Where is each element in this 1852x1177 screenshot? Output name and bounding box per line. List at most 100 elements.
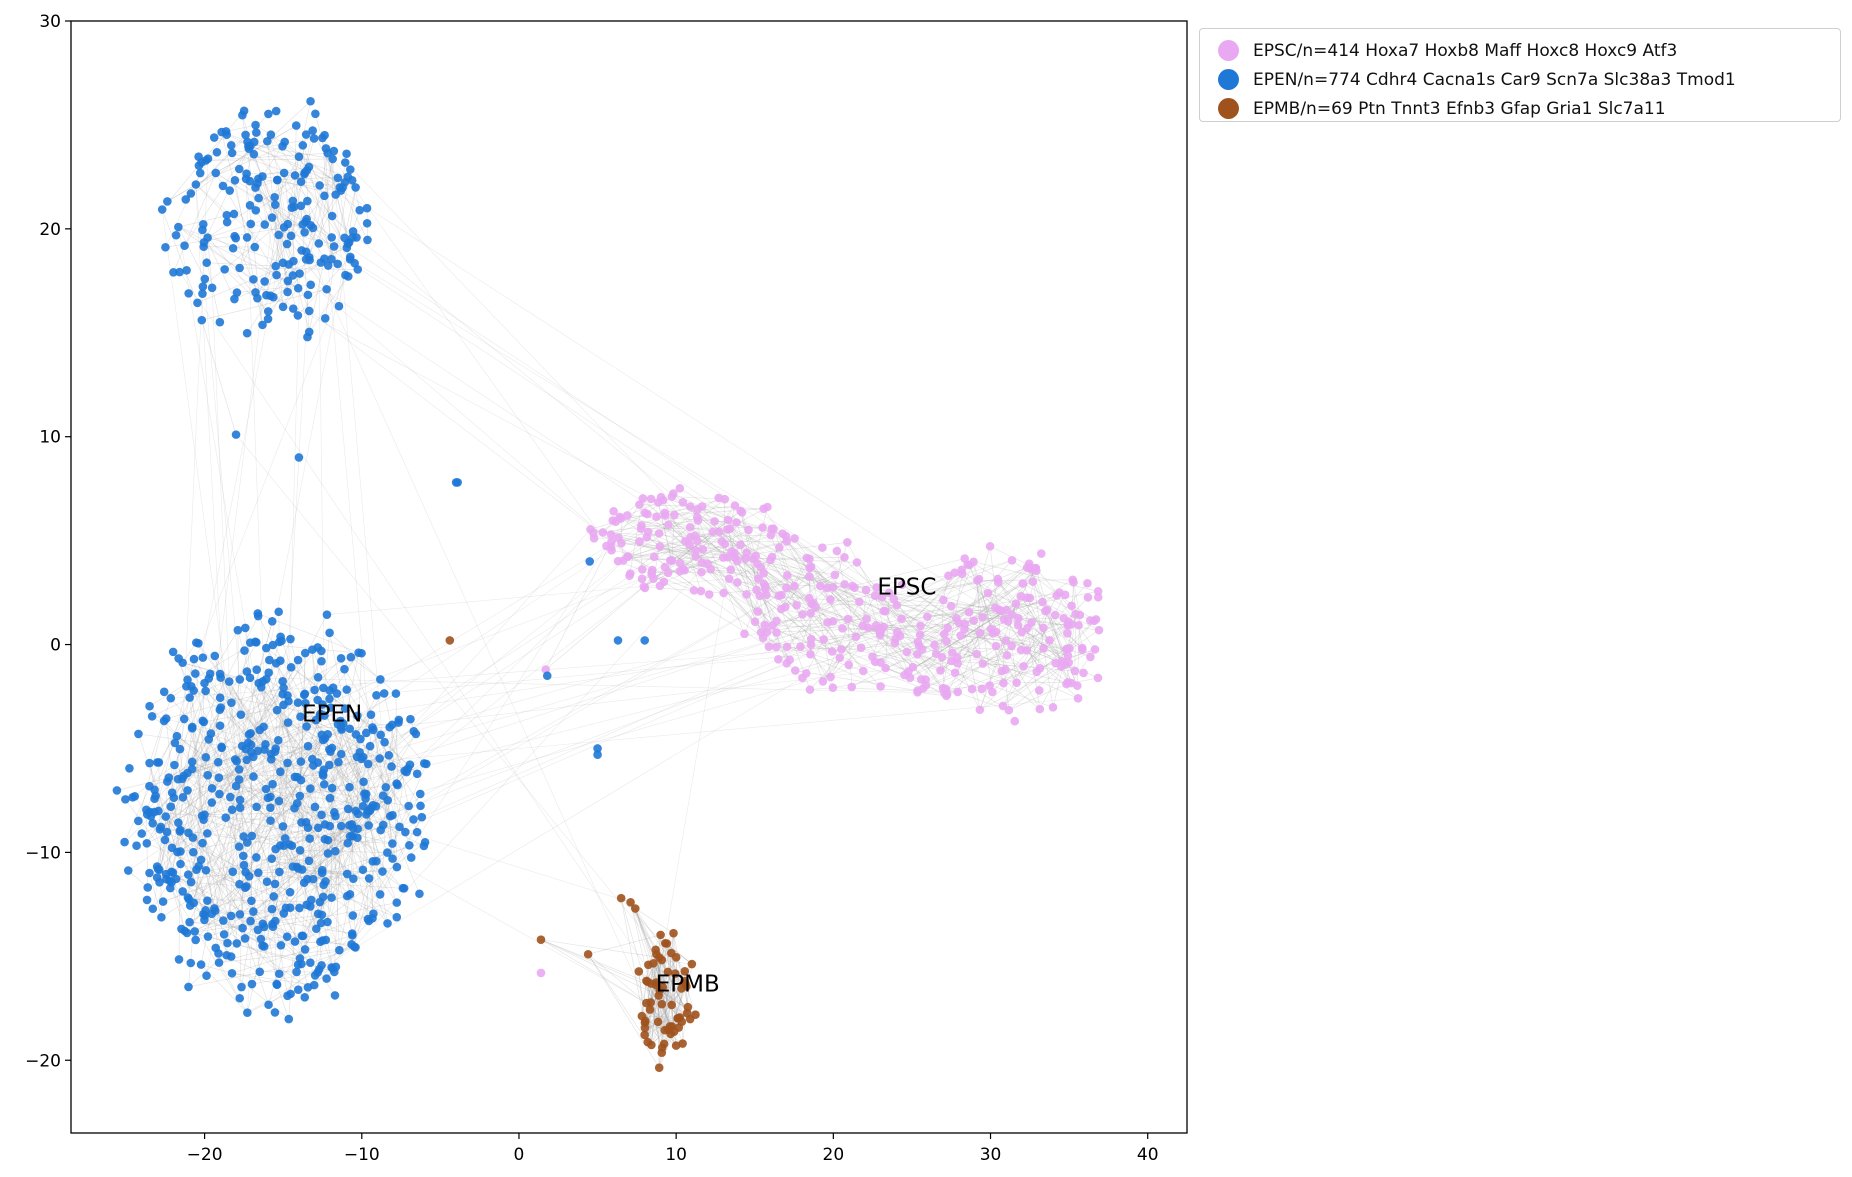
data-point-epen [323,148,333,158]
graph-edge [976,653,1079,699]
data-point-epen [336,821,346,831]
legend: EPSC/n=414 Hoxa7 Hoxb8 Maff Hoxc8 Hoxc9 … [1199,28,1841,122]
data-point-epen [280,137,289,147]
data-point-epen [260,277,269,286]
graph-edge [634,908,685,982]
data-point-epen [261,740,270,749]
graph-edge [195,184,629,557]
graph-edge [627,556,672,562]
data-point-epen [187,757,197,767]
graph-edge [951,660,1024,667]
data-point-epen [296,757,306,766]
graph-edge [176,736,193,762]
graph-edge [795,638,896,671]
data-point-epen [265,655,274,665]
data-point-epen [203,770,213,780]
data-point-epen [412,827,422,837]
data-point-epen [346,165,355,174]
data-point-epen [342,685,352,694]
graph-edge [794,585,842,650]
data-point-epsc [942,636,951,646]
data-point-epsc [960,554,969,563]
graph-edge [906,651,1017,684]
data-point-epen [297,931,307,941]
data-point-epsc [946,601,956,611]
graph-edge [908,609,1007,672]
graph-edge [294,913,374,942]
data-point-epsc [690,531,700,540]
graph-edge [661,957,677,1005]
graph-edge [680,562,764,574]
graph-edge [982,601,1043,618]
data-point-epsc [1027,618,1036,627]
data-point-epsc [740,629,749,639]
data-point-epmb [671,1041,681,1050]
data-point-epen [343,239,353,248]
data-point-epen [198,219,208,229]
graph-edge [811,625,921,640]
graph-edge [290,638,305,695]
graph-edge [308,810,369,862]
data-point-epen [235,803,245,812]
graph-edge [847,618,853,687]
data-point-epen [313,968,323,977]
graph-edge [1026,650,1079,699]
data-point-epen [391,689,401,698]
graph-edge [193,846,240,904]
graph-edge [866,618,947,642]
data-point-epen [187,724,197,733]
data-point-epen [288,196,298,206]
graph-edge [196,683,205,870]
legend-label-epen: EPEN/n=774 Cdhr4 Cacna1s Car9 Scn7a Slc3… [1253,69,1736,90]
data-point-epen [342,869,352,879]
graph-edge [836,550,943,658]
x-tick-label: 0 [514,1145,525,1165]
graph-edge [299,273,759,579]
data-point-epen [238,923,247,933]
graph-edge [208,678,272,760]
data-point-epen [335,945,344,955]
data-point-epen [166,883,175,893]
data-point-epsc [960,619,969,628]
data-point-epsc [818,543,827,552]
data-point-epen [342,149,351,159]
data-point-epen [198,282,208,291]
graph-edge [995,631,1041,710]
data-point-epsc [897,614,906,624]
graph-edge [309,838,381,895]
graph-edge [274,197,288,293]
graph-edge [919,572,956,636]
graph-edge [644,1017,678,1036]
graph-edge [875,625,977,655]
graph-edge [214,848,276,909]
data-point-epsc [1094,625,1104,635]
data-point-epsc [1090,645,1100,654]
graph-edge [349,259,928,618]
graph-edge [149,811,271,821]
data-point-epen [363,235,372,245]
data-point-epen [299,878,309,888]
data-point-epen [317,656,326,666]
data-point-epsc [806,640,816,650]
graph-edge [205,869,323,911]
data-point-epen [189,847,198,857]
data-point-epen [329,242,339,251]
data-point-epen [364,821,373,830]
graph-edge [152,525,642,824]
data-point-epsc [921,681,931,690]
graph-edge [621,506,703,544]
data-point-epen [189,654,199,664]
graph-edge [300,698,330,762]
graph-edge [880,635,947,642]
data-point-epen [364,874,374,883]
data-point-epen [250,637,260,647]
data-point-epen [199,909,208,919]
data-point-epen [292,798,302,808]
data-point-epen [242,328,252,338]
data-point-epen [323,917,332,927]
data-point-epsc [902,647,912,657]
y-tick-label: 20 [39,220,61,240]
data-point-epsc [622,511,632,520]
data-point-epen [223,938,232,948]
graph-edge [215,172,335,247]
